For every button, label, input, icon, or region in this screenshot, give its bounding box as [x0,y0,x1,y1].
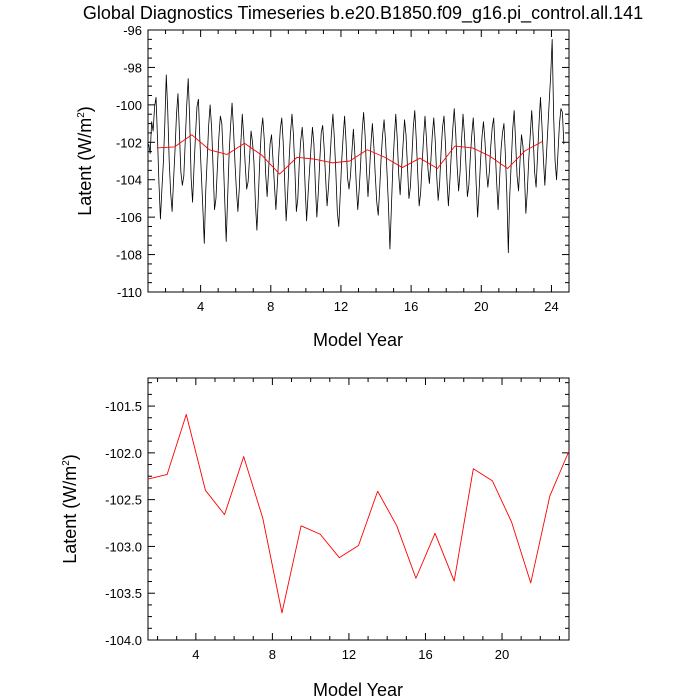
top-timeseries-plot: 4 8 12 16 20 24 -110 -108 -106 -104 -102 -100 -98 -9… [75,23,570,350]
figure-title: Global Diagnostics Timeseries b.e20.B185… [83,3,643,24]
y-tick-label: -106 [116,210,142,225]
bottom-y-axis-label-superscript: 2 [61,460,72,466]
top-monthly-series-line [148,38,565,254]
bottom-y-axis-label-main: Latent (W/m [60,466,80,564]
bottom-plot-frame [147,377,570,641]
top-y-axis-label-main: Latent (W/m [75,118,95,216]
x-tick-label: 20 [474,299,488,314]
y-tick-label: -103.5 [105,586,142,601]
x-tick-label: 16 [418,647,432,662]
y-tick-label: -100 [116,98,142,113]
y-tick-label: -102.5 [105,493,142,508]
y-tick-label: -98 [123,60,142,75]
y-tick-label: -102.0 [105,446,142,461]
y-tick-label: -110 [117,285,142,300]
top-y-axis-label-superscript: 2 [76,112,87,118]
y-tick-label: -96 [123,23,142,38]
top-y-ticks: -110 -108 -106 -104 -102 -100 -98 -96 [116,23,569,300]
x-tick-label: 4 [192,647,199,662]
bottom-x-axis-label: Model Year [313,680,403,700]
x-tick-label: 4 [197,299,204,314]
y-tick-label: -104.0 [105,633,142,648]
bottom-y-ticks: -104.0 -103.5 -103.0 -102.5 -102.0 -101.5 [105,382,569,648]
y-tick-label: -104 [116,173,142,188]
x-tick-label: 24 [544,299,558,314]
y-tick-label: -101.5 [105,399,142,414]
top-x-axis-label: Model Year [313,330,403,350]
x-tick-label: 8 [269,647,276,662]
top-x-ticks: 4 8 12 16 20 24 [147,30,570,314]
bottom-y-axis-label: Latent (W/m2) [60,454,80,564]
bottom-x-ticks: 4 8 12 16 20 [157,378,560,662]
top-series [148,38,565,254]
y-tick-label: -108 [116,248,142,263]
bottom-annual-plot: 4 8 12 16 20 -104.0-103.5-103.0-102.5-102.0-… [60,377,570,700]
y-tick-label: -103.0 [105,539,142,554]
bottom-annual-series-line [147,414,570,614]
x-tick-label: 12 [334,299,348,314]
x-tick-label: 8 [267,299,274,314]
x-tick-label: 16 [404,299,418,314]
top-y-axis-label: Latent (W/m2) [75,106,95,216]
bottom-series [147,414,570,614]
x-tick-label: 20 [495,647,509,662]
bottom-y-axis-label-close: ) [60,454,80,460]
top-y-axis-label-close: ) [75,106,95,112]
top-annual-series-line [156,134,543,175]
y-tick-label: -102 [116,135,142,150]
x-tick-label: 12 [342,647,356,662]
